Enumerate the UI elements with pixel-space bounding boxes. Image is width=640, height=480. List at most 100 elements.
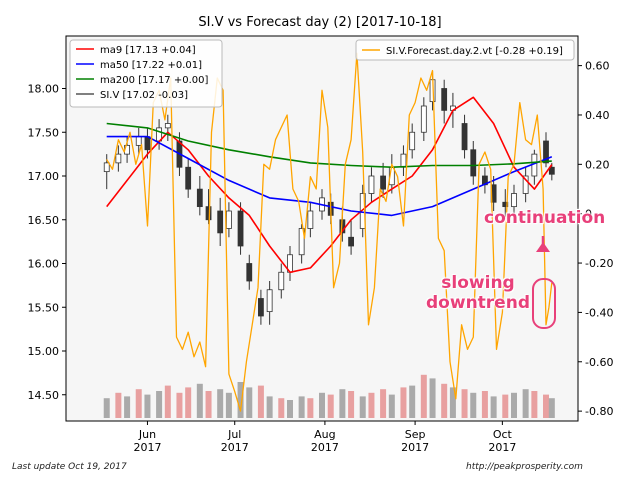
y-right-tick-label: -0.40 xyxy=(585,306,613,319)
candle xyxy=(298,224,305,264)
candle-body xyxy=(409,131,416,151)
volume-bar xyxy=(388,394,395,418)
candle-body xyxy=(548,166,555,175)
annotation-downtrend: downtrend xyxy=(426,293,530,313)
volume-bar xyxy=(490,396,497,418)
x-tick-label-month: Sep xyxy=(405,428,426,441)
candle-body xyxy=(205,206,212,221)
volume-bar xyxy=(115,392,122,418)
volume-bar xyxy=(470,392,477,418)
x-tick-label-year: 2017 xyxy=(221,441,249,454)
volume-bar xyxy=(400,387,407,418)
candle-body xyxy=(226,210,232,229)
candle-body xyxy=(543,140,549,164)
volume-bar xyxy=(429,378,436,418)
annotation-marks xyxy=(532,236,556,329)
x-tick-label-month: Jun xyxy=(138,428,156,441)
series-line-ma200 xyxy=(106,122,552,168)
candle xyxy=(348,219,354,255)
annotation-slowing: slowing xyxy=(441,273,515,293)
candle-body xyxy=(144,136,151,151)
y-right-tick-label: 0.40 xyxy=(585,109,610,122)
candle-body xyxy=(278,271,285,291)
legend-left-label: ma50 [17.22 +0.01] xyxy=(100,60,202,71)
candle xyxy=(217,197,224,246)
candle-body xyxy=(511,193,517,208)
candle-body xyxy=(298,228,305,256)
candle-body xyxy=(115,153,122,164)
y-left-tick-label: 16.00 xyxy=(28,258,60,271)
volume-bar xyxy=(257,385,264,418)
volume-bar xyxy=(339,389,346,418)
y-left-tick-label: 15.50 xyxy=(28,301,60,314)
candle-body xyxy=(420,105,427,133)
legend-right-label: SI.V.Forecast.day.2.vt [-0.28 +0.19] xyxy=(386,46,563,57)
candle-body xyxy=(103,162,110,173)
candle xyxy=(461,114,468,159)
volume-bar xyxy=(531,391,538,418)
volume-bar xyxy=(225,392,232,418)
volume-bar xyxy=(176,392,183,418)
y-right-axis: -0.80 -0.60 -0.40 -0.20 0 0.20 0.40 0.60 xyxy=(578,60,613,418)
volume-bar xyxy=(522,389,529,418)
volume-bar xyxy=(278,398,285,418)
y-right-tick-label: -0.80 xyxy=(585,405,613,418)
volume-bar xyxy=(449,387,456,418)
candle-body xyxy=(441,88,448,111)
footer-last-update: Last update Oct 19, 2017 xyxy=(12,462,127,472)
candle xyxy=(368,167,375,203)
candle-body xyxy=(185,166,192,190)
chart-title: SI.V vs Forecast day (2) [2017-10-18] xyxy=(198,15,441,30)
volume-bar xyxy=(461,389,468,418)
volume-bar xyxy=(124,396,131,418)
volume-bar xyxy=(103,398,110,418)
candle-body xyxy=(258,298,264,317)
candle-body xyxy=(380,175,386,190)
candle xyxy=(307,202,314,238)
candle xyxy=(511,184,517,216)
x-tick-label-year: 2017 xyxy=(311,441,339,454)
candle-body xyxy=(502,201,509,208)
volume-bar xyxy=(511,392,517,418)
candle-body xyxy=(246,263,253,282)
volume-bar xyxy=(502,394,509,418)
legend-right-box xyxy=(355,39,575,61)
candle xyxy=(522,167,529,203)
series-line-si-v-forecast-day-2-vt xyxy=(106,52,553,412)
legend-left: ma9 [17.13 +0.04] ma50 [17.22 +0.01] ma200… xyxy=(69,39,223,108)
volume-bar xyxy=(196,383,203,418)
volume-bar xyxy=(380,389,387,418)
x-tick-label-year: 2017 xyxy=(133,441,161,454)
volume-bar xyxy=(327,394,334,418)
candle-body xyxy=(470,149,477,177)
volume-bar xyxy=(481,391,488,418)
x-tick-label-month: Aug xyxy=(314,428,335,441)
candle-body xyxy=(522,175,529,194)
volume-bar xyxy=(441,383,448,418)
annotation-arrow-head xyxy=(536,242,550,252)
candle-body xyxy=(217,210,224,234)
footer-url: http://peakprosperity.com xyxy=(466,462,583,472)
y-right-tick-label: -0.60 xyxy=(585,356,613,369)
series-line-ma9 xyxy=(106,96,553,274)
volume-bar xyxy=(548,398,555,418)
y-left-tick-label: 17.50 xyxy=(28,126,60,139)
candle xyxy=(266,281,273,325)
volume-bar xyxy=(164,385,171,418)
y-left-tick-label: 14.50 xyxy=(28,389,60,402)
y-left-tick-label: 17.00 xyxy=(28,170,60,183)
volume-bar xyxy=(237,382,244,418)
volume-bar xyxy=(307,398,314,418)
volume-bar xyxy=(266,396,273,418)
legend-left-label: SI.V [17.02 -0.03] xyxy=(100,90,188,101)
y-right-tick-label: 0.20 xyxy=(585,158,610,171)
candle xyxy=(115,145,122,172)
volume-bars xyxy=(103,374,555,418)
volume-bar xyxy=(368,392,375,418)
volume-bar xyxy=(543,394,549,418)
x-tick-label-year: 2017 xyxy=(401,441,429,454)
y-left-axis: 14.50 15.00 15.50 16.00 16.50 17.00 17.50 18.00 xyxy=(28,83,66,402)
candle xyxy=(409,123,416,159)
candle xyxy=(420,97,427,141)
